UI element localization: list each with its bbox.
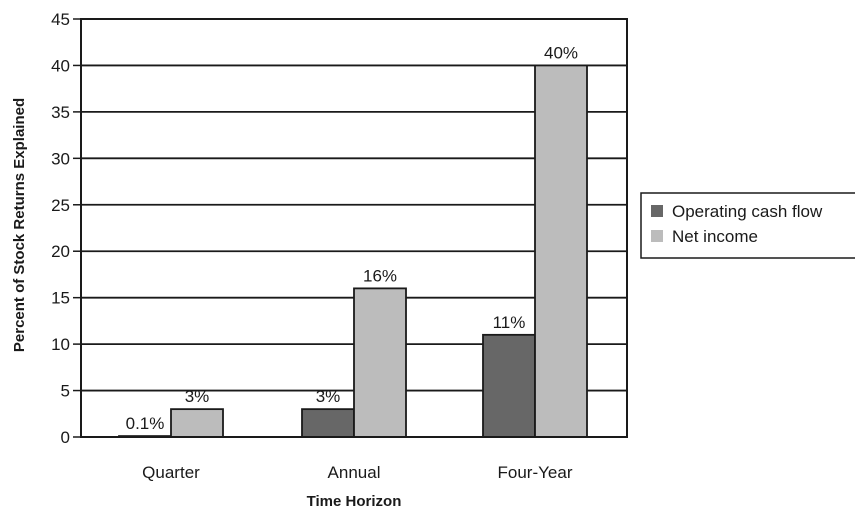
y-tick-label-0: 0 xyxy=(61,428,70,447)
plot-border xyxy=(80,18,628,438)
data-label-operating-cash-flow-annual: 3% xyxy=(316,387,341,406)
bars xyxy=(118,64,588,438)
data-labels: 0.1% 3% 3% 16% 11% 40% xyxy=(126,43,578,433)
x-axis-title: Time Horizon xyxy=(307,493,402,510)
y-tick-label-35: 35 xyxy=(51,103,70,122)
y-tick-label-20: 20 xyxy=(51,242,70,261)
y-axis-title: Percent of Stock Returns Explained xyxy=(11,98,28,352)
y-tick-label-30: 30 xyxy=(51,149,70,168)
data-label-net-income-four-year: 40% xyxy=(544,43,578,62)
x-category-quarter: Quarter xyxy=(142,463,200,482)
y-tick-label-10: 10 xyxy=(51,335,70,354)
data-label-operating-cash-flow-quarter: 0.1% xyxy=(126,414,165,433)
y-tick-label-5: 5 xyxy=(61,382,70,401)
plot-frame xyxy=(80,18,628,438)
legend-label-operating-cash-flow: Operating cash flow xyxy=(672,202,823,221)
legend-swatch-net-income xyxy=(651,230,663,242)
bar-operating-cash-flow-four-year xyxy=(482,333,536,438)
y-tick-label-15: 15 xyxy=(51,289,70,308)
y-tick-label-25: 25 xyxy=(51,196,70,215)
legend-swatch-operating-cash-flow xyxy=(651,205,663,217)
bar-net-income-annual xyxy=(353,287,407,438)
x-category-annual: Annual xyxy=(328,463,381,482)
bar-net-income-quarter xyxy=(170,408,224,438)
x-category-four-year: Four-Year xyxy=(498,463,573,482)
legend: Operating cash flow Net income xyxy=(640,192,855,259)
data-label-operating-cash-flow-four-year: 11% xyxy=(493,313,526,332)
bar-operating-cash-flow-annual xyxy=(301,408,355,438)
y-tick-label-45: 45 xyxy=(51,10,70,29)
bar-net-income-four-year xyxy=(534,64,588,438)
legend-frame xyxy=(640,192,855,259)
x-axis-categories: Quarter Annual Four-Year xyxy=(142,463,573,482)
data-label-net-income-quarter: 3% xyxy=(185,387,210,406)
legend-label-net-income: Net income xyxy=(672,227,758,246)
y-tick-label-40: 40 xyxy=(51,56,70,75)
data-label-net-income-annual: 16% xyxy=(363,266,397,285)
y-axis-ticks: 0 5 10 15 20 25 30 35 40 45 xyxy=(51,10,81,447)
